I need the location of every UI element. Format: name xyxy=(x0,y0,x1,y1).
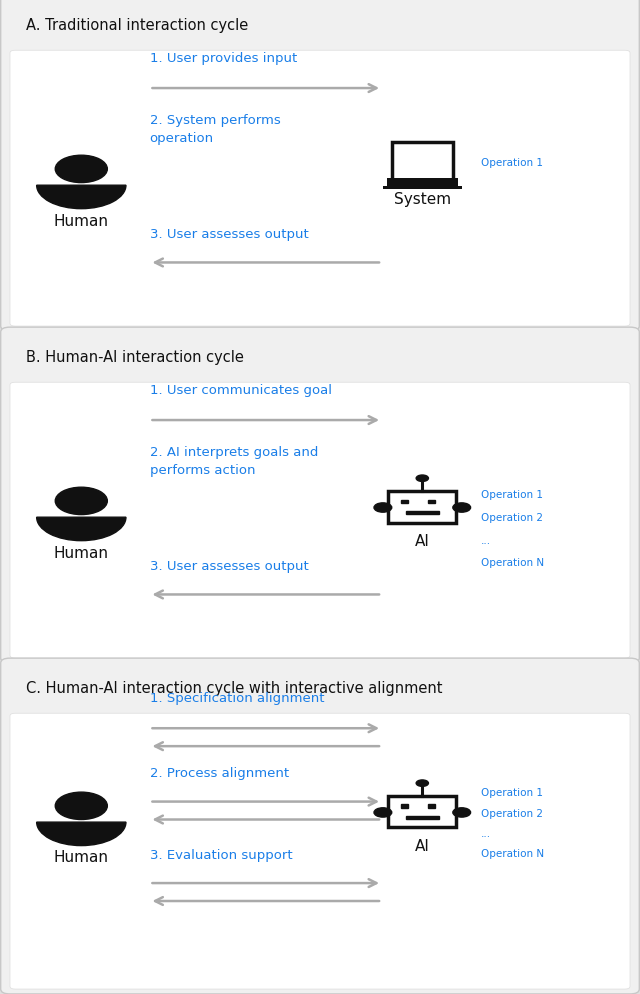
Text: Operation N: Operation N xyxy=(481,559,545,569)
Text: C. Human-AI interaction cycle with interactive alignment: C. Human-AI interaction cycle with inter… xyxy=(26,681,442,696)
Bar xyxy=(383,186,461,189)
Text: Operation 1: Operation 1 xyxy=(481,158,543,168)
FancyBboxPatch shape xyxy=(10,51,630,326)
Text: Operation 1: Operation 1 xyxy=(481,788,543,798)
FancyBboxPatch shape xyxy=(10,383,630,658)
Bar xyxy=(406,816,438,819)
Text: Human: Human xyxy=(54,546,109,561)
Text: B. Human-AI interaction cycle: B. Human-AI interaction cycle xyxy=(26,350,243,365)
FancyBboxPatch shape xyxy=(388,796,456,827)
Text: System: System xyxy=(394,193,451,208)
Wedge shape xyxy=(36,517,126,541)
Text: 3. Evaluation support: 3. Evaluation support xyxy=(150,849,292,862)
Circle shape xyxy=(55,792,108,819)
Text: 2. System performs
operation: 2. System performs operation xyxy=(150,114,280,145)
Circle shape xyxy=(453,503,470,512)
Text: 3. User assesses output: 3. User assesses output xyxy=(150,229,308,242)
Bar xyxy=(406,511,438,514)
Circle shape xyxy=(416,475,428,481)
Bar xyxy=(387,178,458,186)
Bar xyxy=(392,142,452,183)
Bar xyxy=(428,500,435,503)
Text: Operation 2: Operation 2 xyxy=(481,809,543,819)
Text: Human: Human xyxy=(54,214,109,229)
Text: AI: AI xyxy=(415,839,429,854)
FancyBboxPatch shape xyxy=(388,491,456,523)
FancyBboxPatch shape xyxy=(1,327,639,663)
Text: Operation N: Operation N xyxy=(481,849,545,859)
FancyBboxPatch shape xyxy=(10,714,630,989)
Text: 3. User assesses output: 3. User assesses output xyxy=(150,561,308,574)
FancyBboxPatch shape xyxy=(1,0,639,331)
Circle shape xyxy=(55,487,108,515)
FancyBboxPatch shape xyxy=(1,658,639,994)
Text: 2. AI interprets goals and
performs action: 2. AI interprets goals and performs acti… xyxy=(150,446,318,477)
Wedge shape xyxy=(36,185,126,209)
Text: Human: Human xyxy=(54,851,109,866)
Circle shape xyxy=(453,808,470,817)
Text: AI: AI xyxy=(415,534,429,549)
Wedge shape xyxy=(36,822,126,846)
Text: Operation 2: Operation 2 xyxy=(481,513,543,523)
Text: 1. User communicates goal: 1. User communicates goal xyxy=(150,385,332,398)
Circle shape xyxy=(374,808,392,817)
Text: 1. Specification alignment: 1. Specification alignment xyxy=(150,693,324,706)
Text: ...: ... xyxy=(481,536,492,546)
Circle shape xyxy=(55,155,108,183)
Circle shape xyxy=(374,503,392,512)
Bar xyxy=(401,804,408,808)
Text: 2. Process alignment: 2. Process alignment xyxy=(150,767,289,780)
Circle shape xyxy=(416,780,428,786)
Text: 1. User provides input: 1. User provides input xyxy=(150,53,297,66)
Text: A. Traditional interaction cycle: A. Traditional interaction cycle xyxy=(26,18,248,33)
Bar xyxy=(401,500,408,503)
Text: ...: ... xyxy=(481,829,492,839)
Text: Operation 1: Operation 1 xyxy=(481,490,543,500)
Bar xyxy=(428,804,435,808)
